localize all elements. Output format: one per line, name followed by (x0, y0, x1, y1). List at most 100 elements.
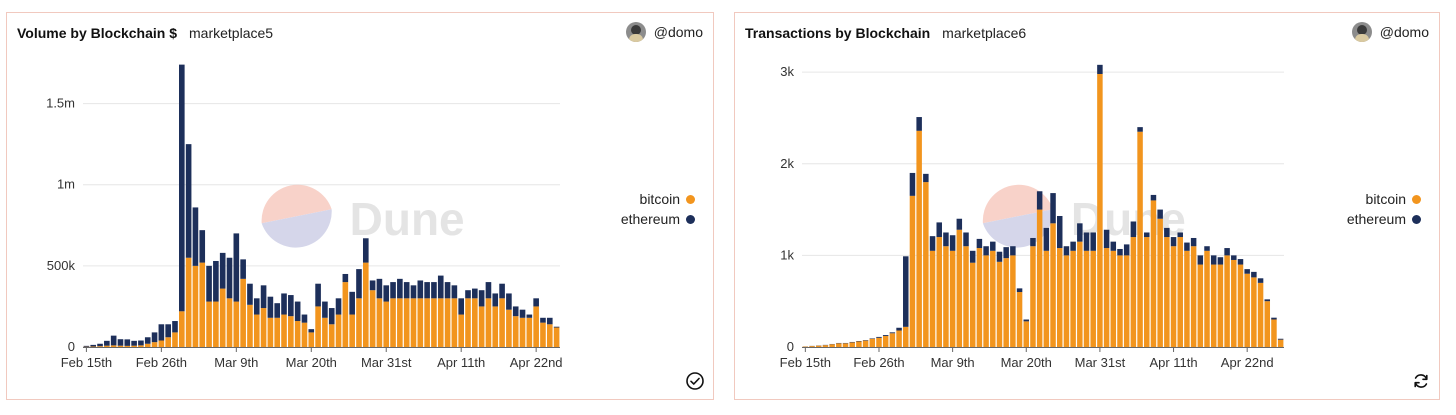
bar-bitcoin[interactable] (1277, 339, 1284, 347)
bar-bitcoin[interactable] (1257, 282, 1264, 347)
bar-bitcoin[interactable] (383, 301, 390, 347)
bar-bitcoin[interactable] (916, 130, 922, 347)
bar-bitcoin[interactable] (1070, 250, 1076, 347)
bar-bitcoin[interactable] (185, 257, 192, 347)
bar-ethereum[interactable] (1097, 64, 1103, 74)
bar-ethereum[interactable] (138, 340, 144, 346)
bar-bitcoin[interactable] (138, 345, 144, 347)
bar-ethereum[interactable] (916, 117, 922, 131)
bar-bitcoin[interactable] (458, 314, 464, 347)
bar-ethereum[interactable] (492, 293, 499, 307)
bar-bitcoin[interactable] (144, 343, 151, 347)
bar-bitcoin[interactable] (519, 317, 526, 347)
bar-bitcoin[interactable] (809, 346, 815, 347)
bar-bitcoin[interactable] (1204, 250, 1210, 347)
bar-ethereum[interactable] (903, 256, 909, 327)
bar-ethereum[interactable] (1170, 237, 1177, 247)
bar-ethereum[interactable] (499, 283, 505, 299)
bar-bitcoin[interactable] (1251, 277, 1257, 347)
bar-bitcoin[interactable] (1117, 255, 1123, 347)
bar-bitcoin[interactable] (996, 261, 1003, 347)
bar-ethereum[interactable] (97, 343, 103, 347)
bar-ethereum[interactable] (451, 285, 458, 299)
bar-ethereum[interactable] (342, 273, 349, 283)
bar-bitcoin[interactable] (294, 321, 301, 347)
bar-bitcoin[interactable] (1164, 237, 1170, 347)
legend-item-bitcoin[interactable]: bitcoin (1347, 189, 1421, 209)
bar-bitcoin[interactable] (1150, 200, 1157, 347)
bar-bitcoin[interactable] (1056, 248, 1063, 347)
bar-ethereum[interactable] (233, 233, 240, 302)
bar-ethereum[interactable] (260, 285, 267, 309)
bar-bitcoin[interactable] (546, 324, 553, 347)
bar-bitcoin[interactable] (1177, 237, 1183, 347)
bar-bitcoin[interactable] (322, 317, 328, 347)
bar-bitcoin[interactable] (233, 301, 240, 347)
bar-ethereum[interactable] (158, 324, 165, 341)
bar-ethereum[interactable] (247, 283, 253, 305)
bar-bitcoin[interactable] (1036, 209, 1043, 347)
bar-ethereum[interactable] (315, 283, 321, 307)
bar-bitcoin[interactable] (533, 306, 539, 347)
bar-bitcoin[interactable] (1217, 264, 1224, 347)
bar-bitcoin[interactable] (172, 332, 178, 347)
bar-ethereum[interactable] (1210, 255, 1217, 265)
bar-ethereum[interactable] (199, 230, 206, 263)
bar-bitcoin[interactable] (1123, 255, 1130, 347)
bar-bitcoin[interactable] (281, 314, 287, 347)
avatar[interactable] (625, 22, 646, 42)
bar-bitcoin[interactable] (110, 345, 117, 347)
bar-ethereum[interactable] (144, 337, 151, 344)
bar-ethereum[interactable] (1144, 232, 1150, 238)
bar-ethereum[interactable] (963, 232, 969, 247)
bar-bitcoin[interactable] (437, 298, 444, 347)
bar-bitcoin[interactable] (896, 330, 902, 347)
bar-ethereum[interactable] (1077, 223, 1083, 242)
bar-ethereum[interactable] (1010, 246, 1016, 256)
bar-bitcoin[interactable] (842, 343, 849, 347)
bar-bitcoin[interactable] (990, 250, 996, 347)
bar-ethereum[interactable] (356, 269, 362, 299)
bar-bitcoin[interactable] (131, 345, 137, 347)
bar-bitcoin[interactable] (499, 298, 505, 347)
bar-bitcoin[interactable] (909, 195, 916, 347)
bar-ethereum[interactable] (896, 327, 902, 331)
bar-bitcoin[interactable] (356, 298, 362, 347)
bar-bitcoin[interactable] (151, 342, 158, 347)
bar-ethereum[interactable] (1184, 242, 1190, 251)
bar-ethereum[interactable] (472, 288, 478, 299)
bar-bitcoin[interactable] (465, 298, 471, 347)
bar-bitcoin[interactable] (342, 282, 349, 347)
bar-ethereum[interactable] (124, 339, 131, 346)
bar-ethereum[interactable] (151, 332, 158, 343)
bar-bitcoin[interactable] (512, 316, 519, 347)
bar-ethereum[interactable] (983, 246, 989, 256)
bar-bitcoin[interactable] (1097, 73, 1103, 348)
bar-bitcoin[interactable] (362, 262, 369, 347)
bar-ethereum[interactable] (444, 282, 451, 299)
bar-ethereum[interactable] (533, 298, 539, 307)
bar-bitcoin[interactable] (1144, 237, 1150, 347)
bar-bitcoin[interactable] (936, 237, 942, 347)
bar-bitcoin[interactable] (179, 311, 185, 347)
bar-ethereum[interactable] (240, 259, 246, 279)
bar-ethereum[interactable] (1217, 257, 1224, 265)
bar-ethereum[interactable] (362, 238, 369, 263)
bar-ethereum[interactable] (936, 222, 942, 238)
bar-ethereum[interactable] (1197, 255, 1204, 265)
bar-ethereum[interactable] (1070, 241, 1076, 251)
bar-ethereum[interactable] (267, 296, 274, 318)
bar-ethereum[interactable] (1251, 271, 1257, 278)
legend-item-ethereum[interactable]: ethereum (1347, 209, 1421, 229)
avatar[interactable] (1351, 22, 1372, 42)
bar-bitcoin[interactable] (849, 342, 855, 347)
bar-bitcoin[interactable] (1170, 246, 1177, 347)
bar-bitcoin[interactable] (822, 345, 829, 347)
bar-ethereum[interactable] (1130, 221, 1137, 238)
bar-bitcoin[interactable] (308, 332, 315, 347)
bar-bitcoin[interactable] (1190, 246, 1197, 347)
bar-bitcoin[interactable] (1090, 250, 1096, 347)
bar-bitcoin[interactable] (1003, 258, 1009, 347)
bar-bitcoin[interactable] (1271, 319, 1277, 347)
bar-ethereum[interactable] (206, 265, 212, 302)
